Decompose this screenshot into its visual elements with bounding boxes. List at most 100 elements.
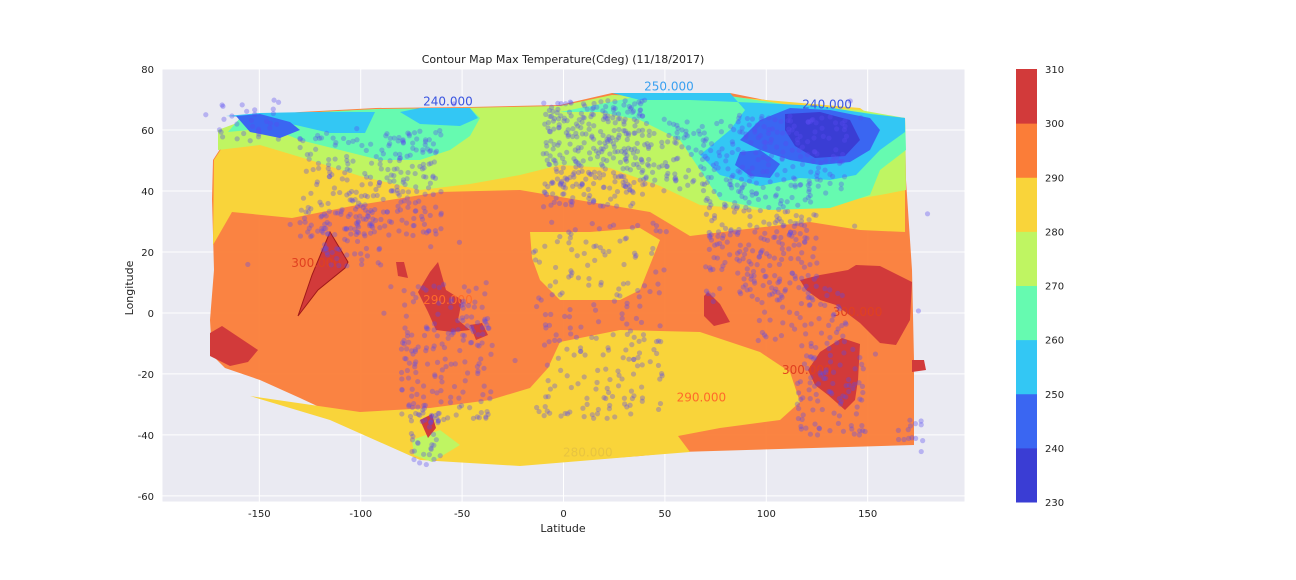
scatter-point	[805, 119, 811, 125]
scatter-point	[593, 335, 599, 341]
scatter-point	[391, 173, 397, 179]
scatter-point	[549, 219, 555, 225]
scatter-point	[551, 126, 557, 132]
scatter-point	[401, 341, 407, 347]
scatter-point	[746, 199, 752, 205]
scatter-point	[646, 132, 652, 139]
scatter-point	[387, 179, 393, 185]
scatter-point	[774, 213, 780, 219]
scatter-point	[631, 179, 637, 186]
scatter-point	[638, 101, 644, 107]
scatter-point	[821, 376, 827, 382]
scatter-point	[563, 130, 570, 136]
scatter-point	[342, 236, 348, 242]
scatter-point	[423, 461, 429, 468]
scatter-point	[724, 153, 730, 159]
scatter-point	[850, 346, 856, 352]
scatter-point	[642, 181, 648, 187]
scatter-point	[234, 121, 240, 127]
scatter-point	[758, 250, 764, 256]
scatter-point	[247, 138, 253, 144]
scatter-point	[478, 356, 484, 362]
scatter-point	[807, 354, 813, 360]
scatter-point	[597, 203, 604, 209]
scatter-point	[430, 346, 436, 352]
scatter-point	[400, 340, 406, 346]
scatter-point	[823, 158, 829, 164]
scatter-point	[547, 283, 553, 289]
scatter-point	[337, 189, 343, 196]
scatter-point	[805, 194, 811, 201]
colorbar-segment	[1016, 123, 1037, 178]
scatter-point	[758, 235, 764, 241]
scatter-point	[654, 350, 660, 357]
scatter-point	[827, 389, 834, 395]
scatter-point	[838, 181, 844, 187]
scatter-point	[428, 244, 434, 250]
scatter-point	[404, 329, 410, 336]
scatter-point	[573, 130, 579, 136]
scatter-point	[752, 129, 758, 135]
scatter-point	[326, 174, 332, 180]
scatter-point	[767, 179, 773, 185]
scatter-point	[422, 142, 428, 148]
scatter-point	[633, 252, 639, 259]
scatter-point	[640, 113, 646, 119]
scatter-point	[464, 314, 470, 320]
scatter-point	[420, 161, 426, 167]
scatter-point	[707, 267, 714, 273]
scatter-point	[710, 298, 716, 305]
scatter-point	[412, 348, 419, 354]
scatter-point	[813, 273, 820, 279]
scatter-point	[673, 178, 679, 184]
scatter-point	[782, 286, 789, 293]
scatter-point	[307, 151, 314, 157]
scatter-point	[611, 127, 617, 134]
scatter-point	[405, 375, 412, 381]
scatter-point	[728, 182, 734, 188]
scatter-point	[374, 192, 380, 199]
scatter-point	[708, 237, 715, 243]
scatter-point	[400, 177, 407, 183]
scatter-point	[745, 168, 752, 175]
scatter-point	[774, 297, 780, 303]
scatter-point	[250, 123, 256, 130]
scatter-point	[388, 219, 395, 225]
scatter-point	[547, 161, 553, 168]
scatter-point	[727, 181, 733, 188]
scatter-point	[819, 406, 825, 413]
scatter-point	[840, 333, 846, 339]
scatter-point	[795, 202, 801, 208]
scatter-point	[445, 415, 451, 421]
scatter-point	[630, 150, 636, 156]
scatter-point	[701, 181, 708, 187]
scatter-point	[425, 228, 432, 234]
scatter-point	[818, 330, 825, 336]
contour-band-240-250-siberia	[735, 150, 780, 178]
scatter-point	[475, 370, 481, 377]
scatter-point	[670, 157, 677, 163]
scatter-point	[731, 209, 738, 215]
scatter-point	[744, 266, 750, 272]
scatter-point	[480, 331, 486, 337]
scatter-point	[353, 220, 360, 226]
scatter-point	[850, 385, 856, 392]
scatter-point	[384, 175, 390, 181]
scatter-point	[772, 193, 779, 199]
scatter-point	[402, 325, 408, 331]
scatter-point	[773, 286, 779, 292]
scatter-point	[344, 192, 350, 198]
scatter-point	[800, 412, 806, 418]
scatter-point	[801, 264, 808, 270]
scatter-point	[460, 298, 466, 304]
x-tick-labels: -150 -100 -50 0 50 100 150	[248, 509, 877, 520]
scatter-point	[626, 103, 632, 110]
scatter-point	[384, 131, 390, 137]
scatter-point	[780, 149, 786, 155]
scatter-point	[633, 315, 639, 322]
scatter-point	[420, 229, 426, 235]
scatter-point	[614, 203, 620, 209]
scatter-point	[637, 111, 643, 117]
scatter-point	[758, 249, 764, 255]
scatter-point	[708, 202, 714, 208]
